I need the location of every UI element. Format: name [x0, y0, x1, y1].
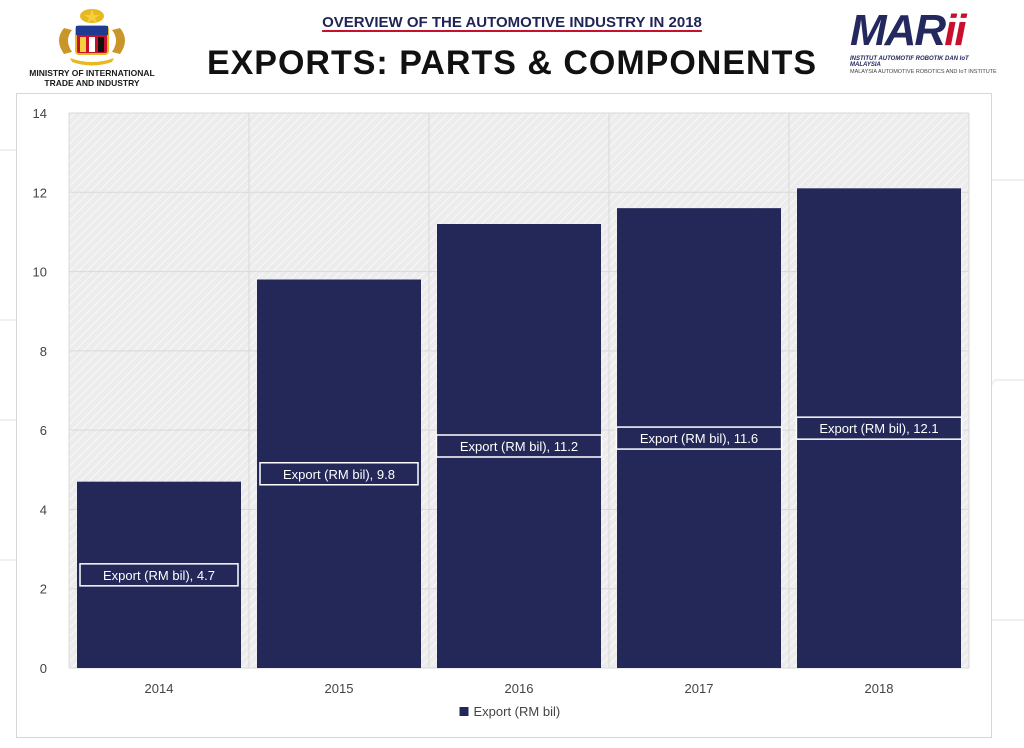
data-label: Export (RM bil), 11.6 [640, 431, 758, 446]
marii-wordmark: MARii [850, 6, 967, 55]
legend-label: Export (RM bil) [474, 704, 561, 719]
ministry-name: MINISTRY OF INTERNATIONAL TRADE AND INDU… [22, 68, 162, 88]
ministry-logo-block: MINISTRY OF INTERNATIONAL TRADE AND INDU… [22, 6, 162, 88]
legend-swatch [459, 707, 469, 716]
marii-tagline-english: MALAYSIA AUTOMOTIVE ROBOTICS AND IoT INS… [850, 69, 997, 75]
data-label: Export (RM bil), 11.2 [460, 439, 578, 454]
data-label: Export (RM bil), 4.7 [103, 568, 215, 583]
page-subtitle: OVERVIEW OF THE AUTOMOTIVE INDUSTRY IN 2… [322, 14, 702, 31]
ministry-name-line1: MINISTRY OF INTERNATIONAL [29, 68, 155, 78]
data-label-box [435, 434, 603, 458]
x-tick-label: 2016 [505, 681, 534, 696]
chart-container: Export (RM bil), 4.7 Export (RM bil), 9.8… [16, 93, 992, 738]
y-tick-label: 6 [40, 423, 47, 438]
data-label-box [259, 462, 419, 486]
x-tick-label: 2014 [145, 681, 174, 696]
data-label-box [79, 563, 239, 587]
y-tick-label: 0 [40, 661, 47, 676]
y-tick-label: 4 [40, 502, 47, 517]
bar-chart: Export (RM bil), 4.7 Export (RM bil), 9.8… [33, 106, 970, 719]
malaysia-coat-of-arms-icon [59, 9, 125, 66]
data-label: Export (RM bil), 9.8 [283, 467, 395, 482]
y-tick-label: 8 [40, 344, 47, 359]
marii-logo: MARii INSTITUT AUTOMOTIF ROBOTIK DAN IoT… [850, 6, 1000, 76]
bar-2018 [797, 188, 961, 669]
y-tick-label: 14 [33, 106, 47, 121]
marii-tagline-malay: INSTITUT AUTOMOTIF ROBOTIK DAN IoT MALAY… [850, 56, 969, 68]
data-label-box [795, 416, 963, 440]
page-title: EXPORTS: PARTS & COMPONENTS [206, 44, 818, 82]
bar-2016 [437, 224, 601, 668]
x-tick-label: 2015 [325, 681, 354, 696]
bar-2015 [257, 279, 421, 668]
x-tick-label: 2017 [685, 681, 714, 696]
ministry-name-line2: TRADE AND INDUSTRY [44, 78, 140, 88]
data-label: Export (RM bil), 12.1 [819, 421, 938, 436]
bar-2017 [617, 208, 781, 668]
marii-wordmark-accent: ii [944, 6, 966, 55]
y-tick-label: 2 [40, 582, 47, 597]
data-label-box [615, 426, 783, 450]
y-tick-label: 10 [33, 265, 47, 280]
y-tick-label: 12 [33, 185, 47, 200]
bar-2014 [77, 481, 241, 668]
x-tick-label: 2018 [865, 681, 894, 696]
